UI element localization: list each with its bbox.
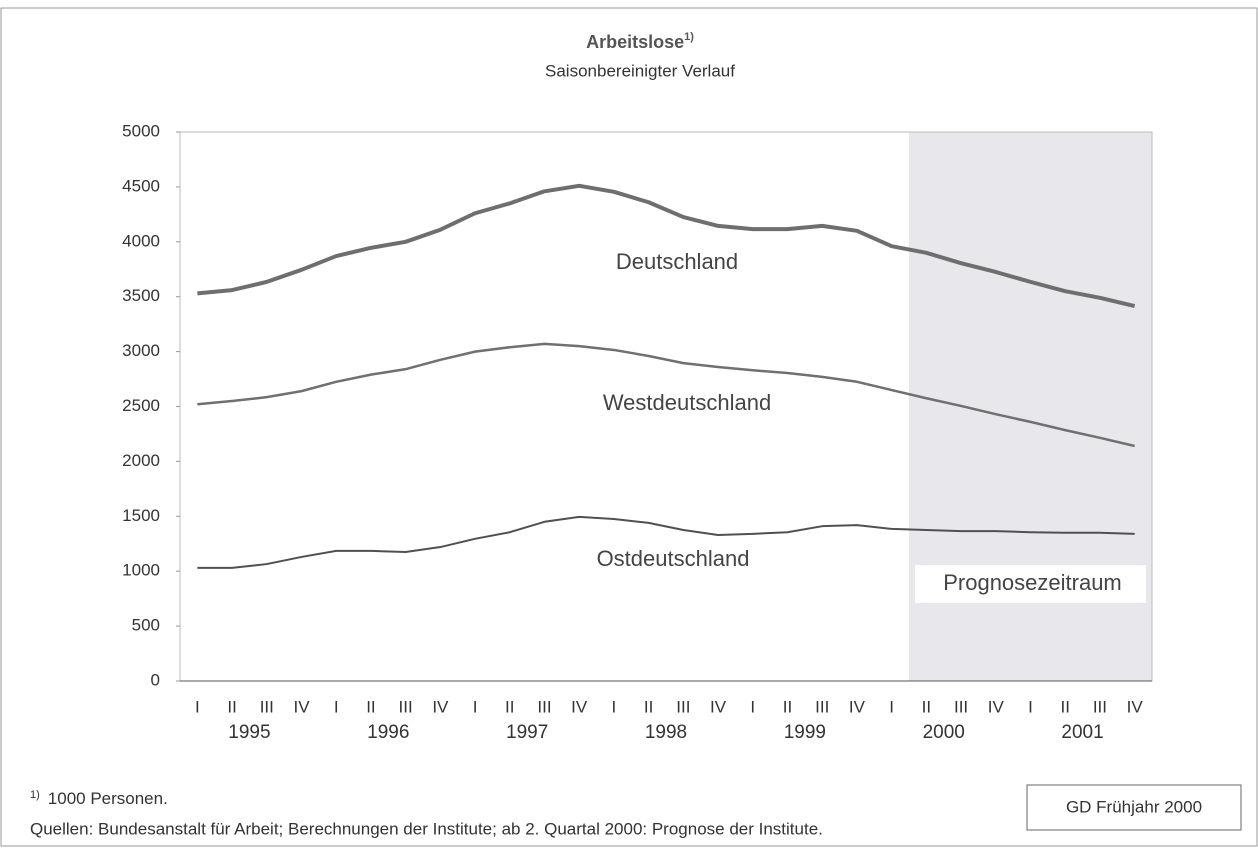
series-line — [197, 515, 1135, 569]
x-tick-label: IV — [432, 697, 449, 716]
x-tick-label: III — [815, 697, 829, 716]
x-tick-label: III — [1093, 697, 1107, 716]
year-label: 1999 — [784, 722, 826, 743]
y-tick-label: 3500 — [122, 286, 160, 305]
x-tick-label: I — [612, 697, 617, 716]
x-tick-label: II — [783, 697, 792, 716]
title-note: 1) — [684, 31, 694, 43]
y-tick-label: 3000 — [122, 341, 160, 360]
chart-title: Arbeitslose1) — [586, 31, 694, 52]
year-label: 2000 — [923, 722, 965, 743]
source: Quellen: Bundesanstalt für Arbeit; Berec… — [30, 819, 823, 838]
year-label: 1998 — [645, 722, 687, 743]
footnote-marker: 1) — [30, 789, 40, 801]
series-label: Deutschland — [616, 249, 738, 274]
x-tick-label: II — [1060, 697, 1069, 716]
y-tick-label: 1000 — [122, 561, 160, 580]
x-tick-label: IV — [849, 697, 866, 716]
x-tick-label: I — [334, 697, 339, 716]
x-tick-label: IV — [988, 697, 1005, 716]
y-tick-label: 4500 — [122, 176, 160, 195]
x-tick-label: I — [750, 697, 755, 716]
x-tick-label: I — [1028, 697, 1033, 716]
series-label: Westdeutschland — [603, 390, 771, 415]
frame — [0, 7, 1258, 847]
x-tick-label: IV — [710, 697, 727, 716]
forecast-label-box — [915, 565, 1146, 603]
forecast-label: Prognosezeitraum — [943, 570, 1122, 595]
series-line — [197, 342, 1135, 448]
badge-box — [1026, 784, 1242, 831]
series-line — [197, 183, 1136, 308]
y-tick-label: 2500 — [122, 396, 160, 415]
x-tick-label: III — [399, 697, 413, 716]
x-tick-label: II — [366, 697, 375, 716]
year-label: 2001 — [1061, 722, 1103, 743]
series-label: Ostdeutschland — [597, 546, 750, 571]
x-tick-label: II — [922, 697, 931, 716]
year-label: 1995 — [228, 722, 270, 743]
y-tick-label: 5000 — [122, 121, 160, 140]
y-tick-label: 2000 — [122, 451, 160, 470]
footnote-text: 1000 Personen. — [48, 789, 168, 808]
y-tick-label: 0 — [151, 670, 160, 689]
year-label: 1997 — [506, 722, 548, 743]
chart-subtitle: Saisonbereinigter Verlauf — [545, 61, 735, 80]
x-tick-label: I — [889, 697, 894, 716]
x-tick-label: I — [195, 697, 200, 716]
x-tick-label: II — [227, 697, 236, 716]
y-tick-label: 4000 — [122, 231, 160, 250]
x-tick-label: II — [505, 697, 514, 716]
badge: GD Frühjahr 2000 — [1066, 797, 1202, 816]
x-tick-label: III — [676, 697, 690, 716]
x-tick-label: III — [537, 697, 551, 716]
x-tick-label: I — [473, 697, 478, 716]
x-tick-label: IV — [1127, 697, 1144, 716]
y-tick-label: 1500 — [122, 506, 160, 525]
y-tick-label: 500 — [132, 616, 160, 635]
x-tick-label: IV — [293, 697, 310, 716]
title-text: Arbeitslose — [586, 32, 684, 52]
x-tick-label: III — [954, 697, 968, 716]
x-tick-label: II — [644, 697, 653, 716]
x-tick-label: IV — [571, 697, 588, 716]
footnote: 1) 1000 Personen. — [30, 789, 168, 809]
year-label: 1996 — [367, 722, 409, 743]
x-tick-label: III — [260, 697, 274, 716]
